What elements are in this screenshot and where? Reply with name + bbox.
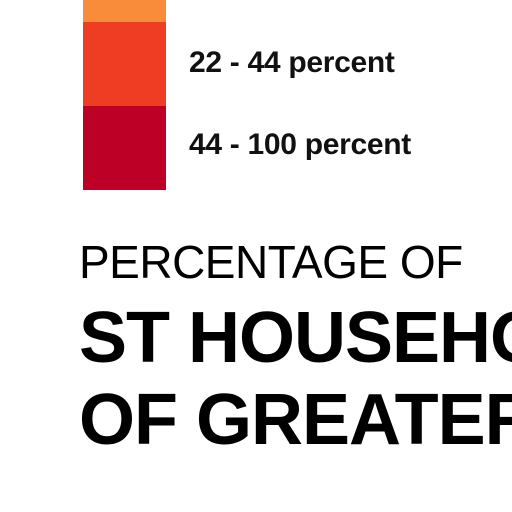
legend-item: 44 - 100 percent (83, 106, 411, 190)
heading-title-line-2: OF GREATER (79, 380, 512, 460)
legend-swatch-crimson (83, 106, 166, 190)
heading-title-line-1: ST HOUSEHO (79, 298, 512, 378)
legend-label: 22 - 44 percent (189, 46, 395, 79)
legend-item (83, 0, 166, 22)
heading-subtitle: PERCENTAGE OF (79, 236, 463, 288)
legend-label: 44 - 100 percent (189, 128, 411, 161)
legend-swatch-red-orange (83, 22, 166, 106)
legend-swatch-orange (83, 0, 166, 22)
legend-item: 22 - 44 percent (83, 22, 395, 106)
